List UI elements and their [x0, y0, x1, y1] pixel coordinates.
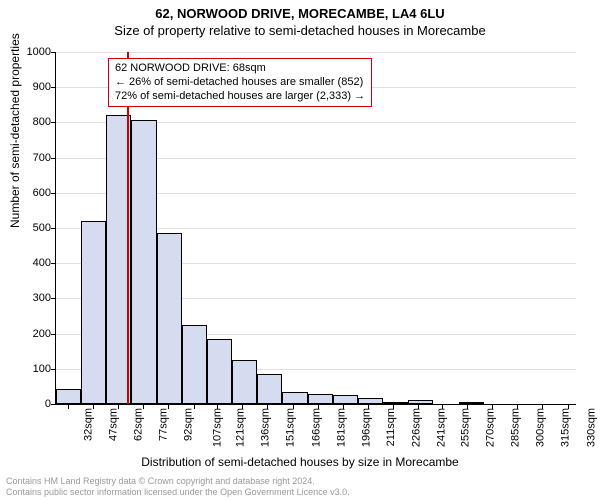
x-tick-mark [168, 404, 169, 409]
histogram-bar [81, 221, 106, 404]
histogram-bar [131, 120, 156, 404]
x-tick-mark [368, 404, 369, 409]
x-tick-mark [393, 404, 394, 409]
x-tick-label: 315sqm [556, 408, 572, 447]
y-tick-label: 1000 [27, 46, 56, 58]
histogram-bar [182, 325, 207, 404]
x-tick-mark [267, 404, 268, 409]
y-tick-label: 700 [33, 152, 56, 164]
chart-subtitle: Size of property relative to semi-detach… [0, 21, 600, 38]
x-tick-label: 136sqm [256, 408, 272, 447]
y-tick-label: 200 [33, 328, 56, 340]
grid-line [56, 52, 576, 53]
y-tick-label: 100 [33, 363, 56, 375]
x-tick-label: 285sqm [506, 408, 522, 447]
histogram-bar [257, 374, 282, 404]
x-tick-mark [194, 404, 195, 409]
histogram-bar [408, 400, 433, 404]
x-tick-label: 196sqm [356, 408, 372, 447]
attribution-line-2: Contains public sector information licen… [6, 487, 350, 497]
info-line-1: 62 NORWOOD DRIVE: 68sqm [115, 62, 365, 76]
x-tick-mark [467, 404, 468, 409]
x-tick-label: 241sqm [432, 408, 448, 447]
x-tick-mark [492, 404, 493, 409]
info-line-3: 72% of semi-detached houses are larger (… [115, 90, 365, 104]
histogram-bar [282, 392, 307, 404]
x-tick-mark [318, 404, 319, 409]
x-tick-mark [143, 404, 144, 409]
attribution-text: Contains HM Land Registry data © Crown c… [6, 476, 350, 497]
info-annotation-box: 62 NORWOOD DRIVE: 68sqm ← 26% of semi-de… [108, 58, 372, 107]
y-tick-label: 500 [33, 222, 56, 234]
chart-title: 62, NORWOOD DRIVE, MORECAMBE, LA4 6LU [0, 0, 600, 21]
attribution-line-1: Contains HM Land Registry data © Crown c… [6, 476, 350, 486]
x-tick-label: 92sqm [179, 408, 195, 441]
x-tick-label: 62sqm [129, 408, 145, 441]
x-tick-label: 330sqm [581, 408, 597, 447]
x-tick-mark [418, 404, 419, 409]
chart-container: 62, NORWOOD DRIVE, MORECAMBE, LA4 6LU Si… [0, 0, 600, 500]
histogram-bar [333, 395, 358, 404]
x-tick-label: 300sqm [531, 408, 547, 447]
y-tick-label: 300 [33, 292, 56, 304]
histogram-bar [56, 389, 81, 404]
x-tick-label: 166sqm [306, 408, 322, 447]
x-tick-mark [217, 404, 218, 409]
y-tick-label: 0 [45, 398, 56, 410]
x-tick-mark [93, 404, 94, 409]
histogram-bar [383, 402, 408, 404]
x-tick-label: 211sqm [381, 408, 397, 446]
y-tick-label: 400 [33, 257, 56, 269]
x-tick-mark [442, 404, 443, 409]
x-tick-mark [542, 404, 543, 409]
y-axis-label: Number of semi-detached properties [8, 33, 22, 228]
x-tick-label: 151sqm [281, 408, 297, 447]
y-tick-label: 800 [33, 116, 56, 128]
x-tick-label: 121sqm [231, 408, 247, 447]
histogram-bar [358, 398, 383, 404]
x-tick-label: 47sqm [103, 408, 119, 441]
x-tick-mark [242, 404, 243, 409]
histogram-bar [232, 360, 257, 404]
x-tick-label: 181sqm [331, 408, 347, 447]
x-axis-label: Distribution of semi-detached houses by … [0, 455, 600, 469]
x-tick-label: 226sqm [407, 408, 423, 447]
y-tick-label: 900 [33, 81, 56, 93]
x-tick-label: 77sqm [154, 408, 170, 441]
info-line-2: ← 26% of semi-detached houses are smalle… [115, 76, 365, 90]
x-tick-label: 32sqm [78, 408, 94, 441]
histogram-bar [459, 402, 484, 404]
x-tick-mark [293, 404, 294, 409]
x-tick-mark [517, 404, 518, 409]
histogram-bar [308, 394, 333, 404]
histogram-bar [207, 339, 232, 404]
x-tick-label: 255sqm [455, 408, 471, 447]
y-tick-label: 600 [33, 187, 56, 199]
x-tick-label: 270sqm [481, 408, 497, 447]
x-tick-label: 107sqm [207, 408, 223, 447]
x-tick-mark [343, 404, 344, 409]
x-tick-mark [68, 404, 69, 409]
histogram-bar [157, 233, 182, 404]
x-tick-mark [568, 404, 569, 409]
x-tick-mark [118, 404, 119, 409]
